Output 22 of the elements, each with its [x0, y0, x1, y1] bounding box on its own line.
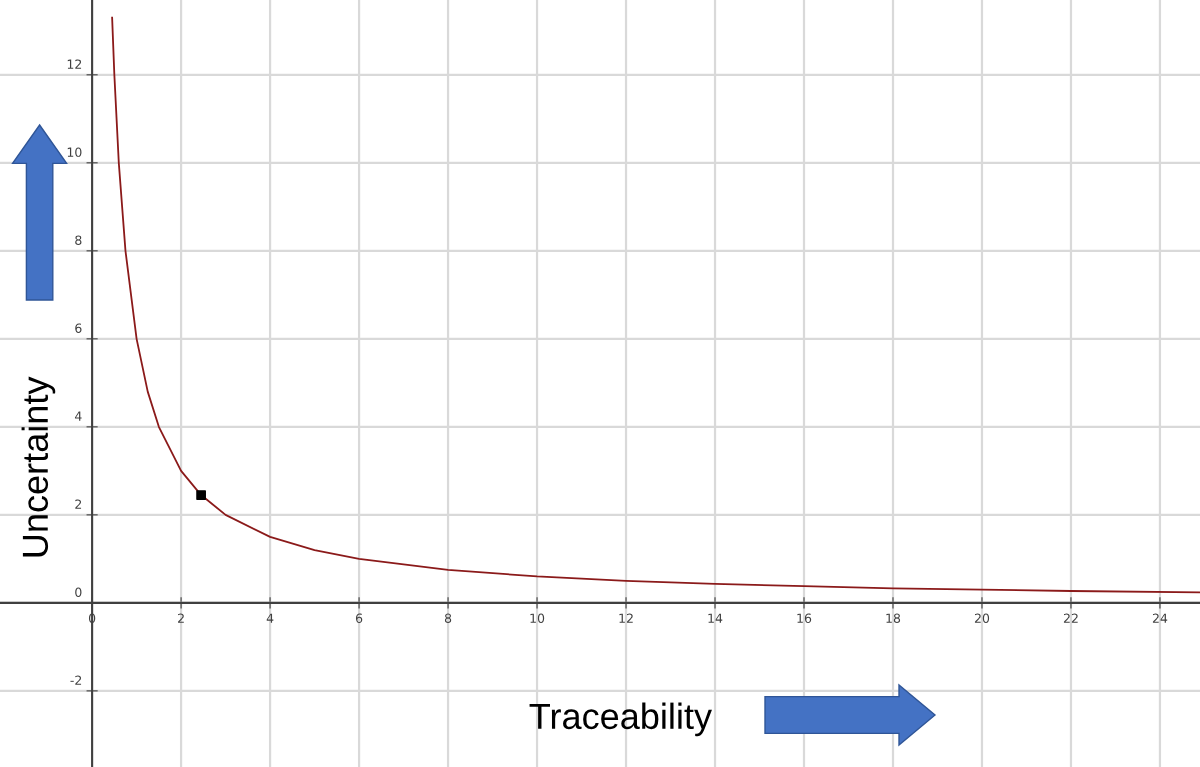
y-axis-title: Uncertainty: [21, 376, 56, 557]
y-tick-label: 8: [75, 235, 82, 245]
x-tick-label: 8: [444, 613, 452, 623]
x-tick-label: 20: [974, 613, 990, 623]
x-tick-label: 24: [1152, 613, 1168, 623]
y-tick-label: 4: [74, 411, 82, 421]
x-tick-label: 22: [1063, 613, 1078, 623]
y-tick-label: 0: [75, 587, 82, 597]
x-tick-label: 12: [619, 613, 633, 623]
x-tick-label: 16: [797, 613, 812, 623]
x-tick-label: 4: [266, 613, 274, 623]
x-axis-title: Traceability: [529, 702, 712, 737]
x-tick-label: 6: [355, 613, 363, 623]
x-tick-label: 2: [178, 613, 184, 623]
y-tick-label: 10: [67, 147, 82, 157]
y-tick-label: 2: [75, 499, 82, 509]
y-tick-label: 12: [67, 59, 82, 69]
y-tick-label: -2: [70, 675, 82, 685]
x-tick-label: 18: [886, 613, 901, 623]
y-tick-label: 6: [75, 323, 82, 333]
x-tick-label: 14: [708, 613, 723, 623]
x-tick-label: 10: [530, 613, 545, 623]
